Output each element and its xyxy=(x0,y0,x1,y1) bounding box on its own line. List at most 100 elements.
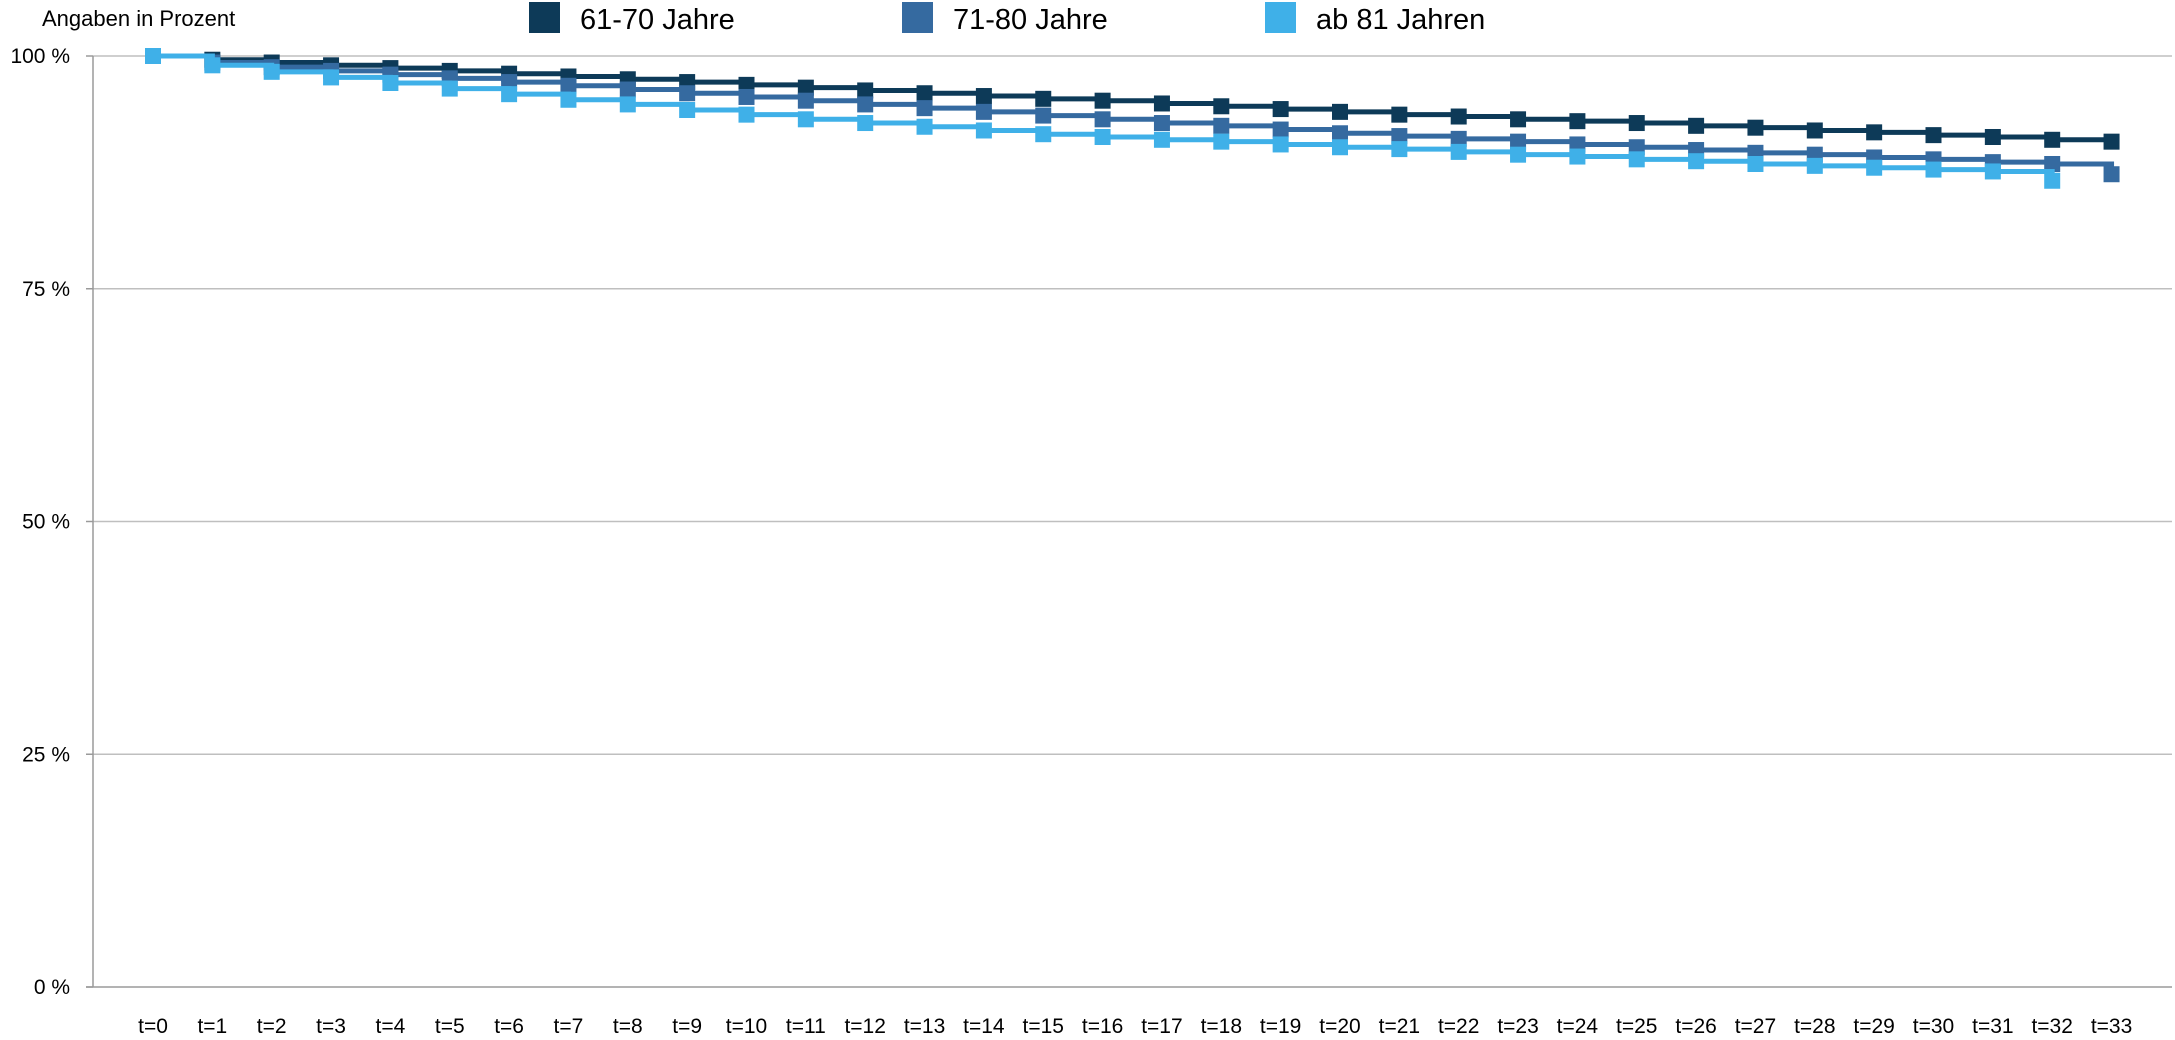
data-point xyxy=(975,122,992,139)
data-point xyxy=(1450,108,1467,125)
data-point xyxy=(1866,159,1883,176)
data-point xyxy=(797,79,814,96)
data-point xyxy=(738,76,755,93)
x-tick-label: t=30 xyxy=(1913,1015,1954,1038)
data-point xyxy=(1569,113,1586,130)
y-tick-label: 0 % xyxy=(34,976,70,999)
data-point xyxy=(145,48,161,64)
legend-swatch xyxy=(529,2,560,33)
legend-swatch xyxy=(902,2,933,33)
x-tick-label: t=18 xyxy=(1201,1015,1242,1038)
data-point xyxy=(1332,103,1348,120)
x-tick-label: t=29 xyxy=(1853,1015,1894,1038)
data-point xyxy=(916,85,933,102)
data-point xyxy=(1332,125,1348,142)
x-tick-label: t=10 xyxy=(726,1015,767,1038)
data-point xyxy=(857,82,874,99)
data-point xyxy=(441,80,458,97)
data-point xyxy=(1628,139,1645,156)
x-tick-label: t=33 xyxy=(2091,1015,2132,1038)
data-point xyxy=(1272,101,1289,118)
y-tick-label: 50 % xyxy=(22,511,70,534)
data-point xyxy=(2044,131,2061,148)
data-point xyxy=(1450,130,1467,147)
data-point xyxy=(204,57,221,74)
x-tick-label: t=28 xyxy=(1794,1015,1835,1038)
data-point xyxy=(1628,115,1645,132)
data-point xyxy=(1094,128,1111,145)
data-point xyxy=(619,96,636,113)
data-point xyxy=(797,92,814,109)
x-tick-label: t=1 xyxy=(197,1015,227,1038)
data-point xyxy=(738,88,755,105)
series-group xyxy=(145,48,2120,189)
y-tick-label: 75 % xyxy=(22,278,70,301)
data-point xyxy=(1213,133,1230,150)
x-tick-label: t=14 xyxy=(963,1015,1005,1038)
x-tick-label: t=20 xyxy=(1319,1015,1360,1038)
data-point xyxy=(1035,90,1052,107)
data-point xyxy=(1153,95,1170,112)
data-point xyxy=(679,101,696,118)
data-point xyxy=(1688,153,1705,170)
data-point xyxy=(1510,133,1527,150)
data-point xyxy=(738,106,755,123)
data-point xyxy=(1688,117,1705,134)
data-point xyxy=(1213,117,1230,134)
x-tick-label: t=22 xyxy=(1438,1015,1479,1038)
series-1 xyxy=(145,48,2120,150)
legend-swatch xyxy=(1265,2,1296,33)
legend-item: 71-80 Jahre xyxy=(902,2,1108,36)
y-axis-title: Angaben in Prozent xyxy=(42,6,235,31)
data-point xyxy=(1035,107,1052,124)
data-point xyxy=(1450,143,1467,160)
data-point xyxy=(1510,111,1527,128)
legend: 61-70 Jahre 71-80 Jahre ab 81 Jahren xyxy=(529,2,1485,36)
gridlines xyxy=(93,55,2172,755)
data-point xyxy=(1035,126,1052,143)
data-point xyxy=(1866,124,1883,141)
data-point xyxy=(1510,146,1527,163)
data-point xyxy=(916,118,933,135)
data-point xyxy=(560,91,577,108)
data-point xyxy=(679,85,696,102)
data-point xyxy=(2044,172,2061,189)
x-tick-label: t=7 xyxy=(554,1015,584,1038)
x-tick-label: t=15 xyxy=(1023,1015,1064,1038)
x-tick-label: t=3 xyxy=(316,1015,346,1038)
x-tick-label: t=16 xyxy=(1082,1015,1123,1038)
data-point xyxy=(1094,111,1111,128)
data-point xyxy=(1628,151,1645,168)
x-tick-label: t=17 xyxy=(1141,1015,1182,1038)
legend-item: 61-70 Jahre xyxy=(529,2,735,36)
data-point xyxy=(1272,136,1289,153)
data-point xyxy=(1094,92,1111,109)
x-tick-label: t=26 xyxy=(1675,1015,1716,1038)
x-tick-label: t=0 xyxy=(138,1015,168,1038)
y-tick-label: 100 % xyxy=(10,45,70,68)
data-point xyxy=(2103,133,2120,150)
legend-label: ab 81 Jahren xyxy=(1316,4,1485,36)
x-tick-label: t=5 xyxy=(435,1015,465,1038)
y-tick-labels: 100 % 75 % 50 % 25 % 0 % xyxy=(10,45,70,999)
data-point xyxy=(501,86,518,103)
x-tick-labels: t=0 t=1 t=2 t=3 t=4 t=5 t=6 t=7 t=8 t=9 t=10 t=11 t=… xyxy=(138,1015,2132,1038)
data-point xyxy=(1747,119,1764,136)
legend-label: 71-80 Jahre xyxy=(953,4,1108,36)
x-tick-label: t=32 xyxy=(2031,1015,2072,1038)
data-point xyxy=(857,96,874,113)
x-tick-label: t=24 xyxy=(1557,1015,1599,1038)
data-point xyxy=(1747,155,1764,172)
x-tick-label: t=21 xyxy=(1379,1015,1420,1038)
data-point xyxy=(857,115,874,132)
data-point xyxy=(1153,115,1170,132)
data-point xyxy=(1213,98,1230,115)
data-point xyxy=(1272,121,1289,138)
legend-label: 61-70 Jahre xyxy=(580,4,735,36)
x-tick-label: t=25 xyxy=(1616,1015,1657,1038)
data-point xyxy=(1569,136,1586,153)
data-point xyxy=(975,103,992,120)
data-point xyxy=(975,88,992,105)
data-point xyxy=(2103,166,2120,183)
data-point xyxy=(382,74,399,91)
